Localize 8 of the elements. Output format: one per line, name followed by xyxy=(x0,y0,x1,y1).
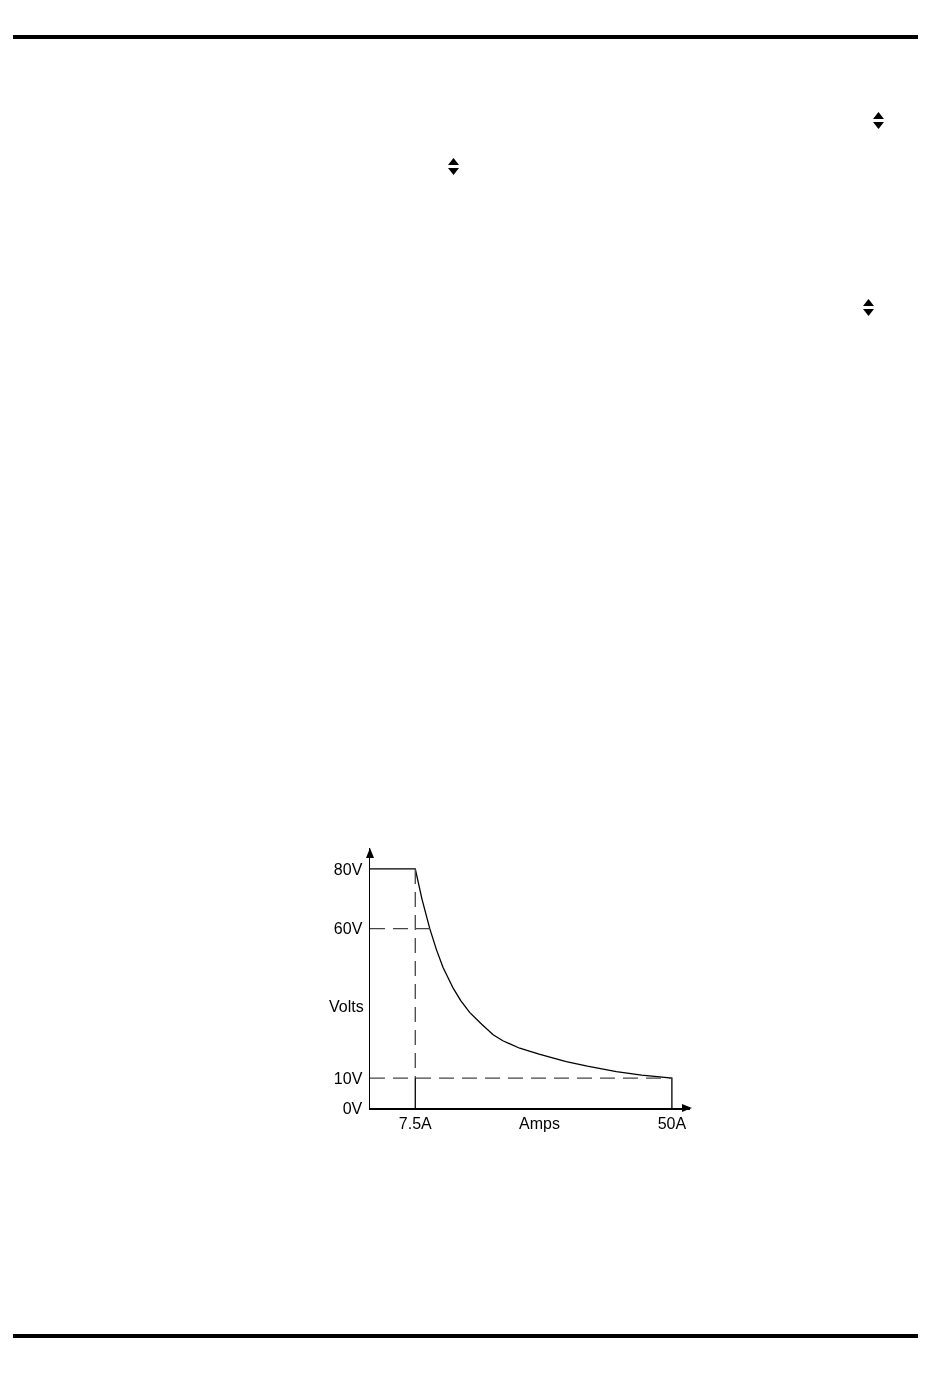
y-tick-label: 80V xyxy=(333,860,363,878)
x-tick-label: 7.5A xyxy=(398,1114,433,1132)
x-tick-label: 50A xyxy=(657,1114,687,1132)
y-tick-label: 60V xyxy=(333,920,363,938)
y-axis-title: Volts xyxy=(329,998,364,1015)
y-tick-label: 10V xyxy=(333,1069,363,1087)
y-tick-label: 0V xyxy=(342,1099,363,1117)
x-axis-title: Amps xyxy=(519,1115,560,1132)
